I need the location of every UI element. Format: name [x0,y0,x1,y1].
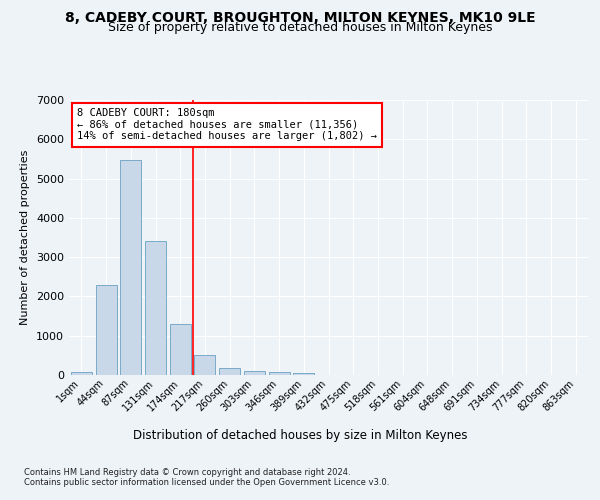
Text: 8, CADEBY COURT, BROUGHTON, MILTON KEYNES, MK10 9LE: 8, CADEBY COURT, BROUGHTON, MILTON KEYNE… [65,10,535,24]
Text: Distribution of detached houses by size in Milton Keynes: Distribution of detached houses by size … [133,428,467,442]
Bar [170,324,191,375]
Bar [120,160,141,375]
Bar [293,372,314,375]
Bar [194,355,215,375]
Y-axis label: Number of detached properties: Number of detached properties [20,150,31,325]
Text: Contains HM Land Registry data © Crown copyright and database right 2024.
Contai: Contains HM Land Registry data © Crown c… [24,468,389,487]
Bar [95,286,116,375]
Bar [269,372,290,375]
Bar [145,242,166,375]
Bar [71,372,92,375]
Bar [219,368,240,375]
Text: 8 CADEBY COURT: 180sqm
← 86% of detached houses are smaller (11,356)
14% of semi: 8 CADEBY COURT: 180sqm ← 86% of detached… [77,108,377,142]
Bar [244,372,265,375]
Text: Size of property relative to detached houses in Milton Keynes: Size of property relative to detached ho… [108,21,492,34]
